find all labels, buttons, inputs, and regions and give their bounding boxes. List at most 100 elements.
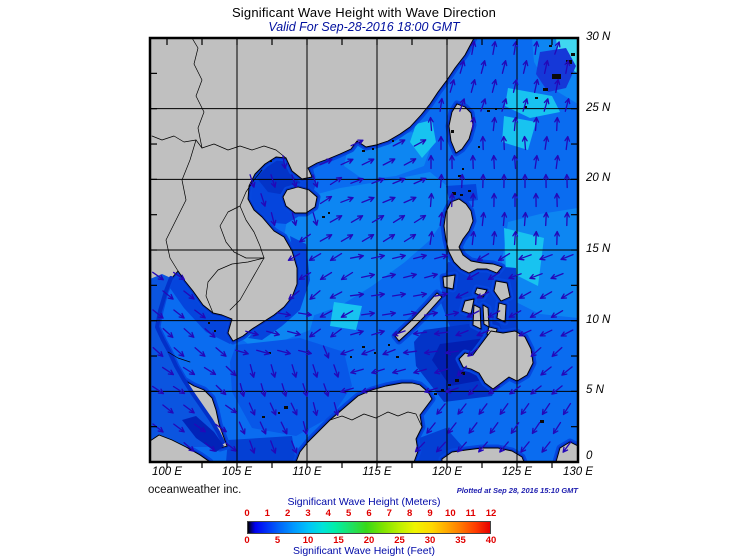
wave-direction-arrow (445, 387, 459, 394)
wave-direction-arrow (501, 98, 508, 112)
wave-direction-arrow (340, 387, 354, 394)
wave-direction-arrow (350, 368, 364, 375)
wave-direction-arrow (560, 329, 574, 337)
wave-direction-arrow (543, 98, 550, 112)
islet (448, 384, 451, 386)
wave-direction-arrow (248, 402, 256, 416)
wave-direction-arrow (330, 328, 342, 338)
wave-direction-arrow (350, 139, 364, 147)
wave-direction-arrow (456, 365, 468, 377)
colorbar-title-feet: Significant Wave Height (Feet) (292, 545, 435, 557)
landmass (442, 274, 456, 290)
wave-direction-arrow (476, 253, 490, 261)
wave-direction-arrow (173, 347, 185, 357)
islet (468, 190, 471, 192)
islet (478, 146, 480, 148)
wave-direction-arrow (518, 329, 532, 337)
wave-direction-arrow (288, 290, 300, 300)
wave-direction-arrow (522, 211, 529, 227)
wave-direction-arrow (361, 349, 375, 356)
wave-direction-arrow (371, 329, 385, 336)
landmass (295, 382, 433, 462)
wave-direction-arrow (350, 177, 364, 184)
wave-direction-arrow (539, 254, 553, 261)
wave-direction-arrow (371, 368, 385, 375)
colorbar-feet-tick: 40 (485, 535, 497, 546)
wave-direction-arrow (333, 402, 340, 416)
wave-direction-arrow (309, 290, 321, 300)
islet (374, 352, 376, 354)
wave-direction-arrow (319, 271, 333, 281)
wave-direction-arrow (551, 385, 563, 395)
wave-direction-arrow (298, 349, 312, 356)
wave-direction-arrow (340, 310, 354, 318)
wave-direction-arrow (172, 271, 186, 281)
wave-direction-arrow (381, 310, 397, 317)
wave-direction-arrow (424, 387, 438, 394)
lon-label: 100 E (151, 466, 183, 478)
wave-direction-arrow (329, 176, 343, 186)
colorbar-meters-tick: 0 (244, 508, 250, 519)
wave-direction-arrow (554, 230, 560, 246)
islet (350, 356, 352, 358)
wave-direction-arrow (434, 253, 448, 260)
wave-direction-arrow (533, 154, 540, 170)
country-border (151, 135, 287, 159)
wave-height-colorbar (247, 521, 491, 534)
wave-direction-arrow (428, 230, 435, 246)
wave-direction-arrow (480, 98, 487, 112)
wave-direction-arrow (329, 291, 343, 299)
wave-direction-arrow (412, 291, 428, 298)
wave-direction-arrow (520, 441, 530, 453)
wave-direction-arrow (491, 79, 498, 93)
page-title: Significant Wave Height with Wave Direct… (231, 5, 497, 20)
wave-direction-arrow (480, 60, 487, 74)
lat-label: 20 N (586, 172, 611, 185)
wave-direction-arrow (291, 174, 298, 188)
wave-direction-arrow (564, 98, 571, 112)
landmass (461, 298, 475, 315)
wave-direction-arrow (290, 402, 298, 416)
wave-direction-arrow (539, 291, 553, 299)
wave-direction-arrow (194, 423, 206, 433)
wave-direction-arrow (520, 403, 530, 415)
wave-direction-arrow (427, 116, 434, 132)
wave-direction-arrow (512, 230, 519, 246)
wave-direction-arrow (491, 192, 497, 208)
wave-direction-arrow (152, 346, 164, 358)
lat-label: 15 N (586, 243, 611, 255)
wave-direction-arrow (497, 252, 511, 262)
wave-direction-arrow (533, 116, 540, 132)
wave-zone-3m (502, 116, 536, 150)
colorbar-title-meters: Significant Wave Height (Meters) (287, 496, 441, 508)
wave-direction-arrow (413, 368, 427, 375)
wave-direction-arrow (489, 422, 499, 434)
colorbar-meters-tick: 11 (465, 508, 476, 519)
islet (460, 194, 463, 196)
wave-direction-arrow (291, 212, 298, 226)
wave-direction-arrow (518, 254, 532, 261)
wave-direction-arrow (551, 346, 563, 358)
colorbar-meters-tick: 6 (366, 508, 372, 519)
wave-direction-arrow (312, 402, 319, 416)
wave-direction-arrow (533, 192, 539, 208)
wave-direction-arrow (312, 212, 319, 226)
wave-direction-arrow (329, 252, 343, 262)
colorbar-meters-tick: 8 (407, 508, 413, 519)
wave-direction-arrow (413, 214, 427, 224)
andaman-coast-shade (155, 276, 225, 444)
wave-direction-arrow (562, 402, 572, 416)
wave-direction-arrow (543, 59, 550, 75)
islet (524, 106, 527, 108)
islet (535, 97, 538, 99)
wave-direction-arrow (182, 366, 196, 376)
wave-direction-arrow (476, 291, 490, 299)
lon-label: 105 E (221, 466, 253, 478)
colorbar-meters-tick: 9 (427, 508, 433, 519)
wave-direction-arrow (470, 192, 476, 208)
wave-direction-arrow (329, 215, 343, 223)
lat-label: 5 N (586, 384, 604, 397)
wave-direction-arrow (511, 154, 518, 170)
wave-direction-arrow (459, 98, 466, 112)
country-border (191, 38, 205, 149)
